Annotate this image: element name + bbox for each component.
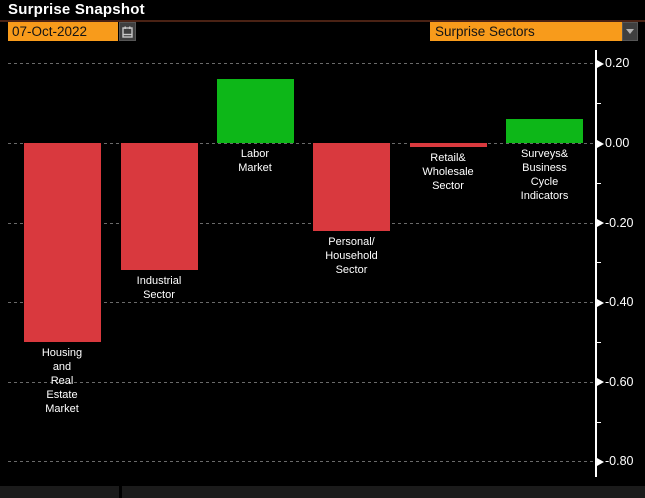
chart-bar[interactable] (313, 143, 390, 231)
y-gridline (8, 461, 594, 463)
dropdown-arrow-button[interactable] (622, 22, 638, 41)
chart-bar[interactable] (216, 79, 294, 143)
y-minor-tick (596, 262, 601, 264)
y-tick-label: 0.00 (605, 136, 630, 150)
y-tick-label: -0.80 (605, 454, 634, 469)
bar-label: Surveys& Business Cycle Indicators (520, 148, 569, 202)
bar-label: Industrial Sector (136, 275, 182, 302)
title-underline (0, 20, 645, 22)
chart-bar[interactable] (23, 143, 101, 342)
y-gridline (8, 381, 594, 383)
bar-label: Labor Market (238, 148, 272, 174)
y-axis-line (595, 50, 597, 477)
y-gridline (8, 302, 594, 304)
date-input[interactable]: 07-Oct-2022 (8, 22, 118, 41)
y-tick-arrow-icon (597, 139, 604, 148)
title-bar: Surprise Snapshot (8, 1, 145, 19)
chevron-down-icon (626, 29, 634, 34)
bar-label: Retail& Wholesale Sector (422, 151, 474, 192)
calendar-button[interactable] (119, 22, 136, 41)
y-tick-label: -0.60 (605, 374, 634, 389)
y-tick-arrow-icon (597, 219, 604, 228)
y-gridline (8, 63, 594, 65)
sector-dropdown[interactable]: Surprise Sectors (430, 22, 622, 41)
y-tick-label: -0.40 (605, 295, 634, 310)
bar-label: Personal/Household Sector (325, 235, 378, 276)
y-gridline (8, 222, 594, 224)
chart-bar[interactable] (506, 119, 583, 143)
status-bar (0, 486, 645, 498)
y-tick-label: 0.20 (605, 56, 630, 71)
y-tick-arrow-icon (597, 298, 604, 307)
y-tick-arrow-icon (597, 457, 604, 466)
chart-bar[interactable] (120, 143, 198, 271)
status-bar-divider (119, 486, 122, 498)
y-tick-arrow-icon (597, 378, 604, 387)
y-minor-tick (596, 182, 601, 184)
calendar-icon (122, 26, 133, 38)
page-title: Surprise Snapshot (8, 1, 145, 18)
bar-label: Housing and Real Estate Market (41, 347, 83, 415)
y-tick-arrow-icon (597, 59, 604, 68)
y-minor-tick (596, 342, 601, 343)
y-minor-tick (596, 421, 601, 423)
y-minor-tick (596, 103, 601, 105)
chart-bar[interactable] (409, 143, 487, 147)
y-tick-label: -0.20 (605, 215, 634, 230)
y-gridline (8, 143, 594, 144)
